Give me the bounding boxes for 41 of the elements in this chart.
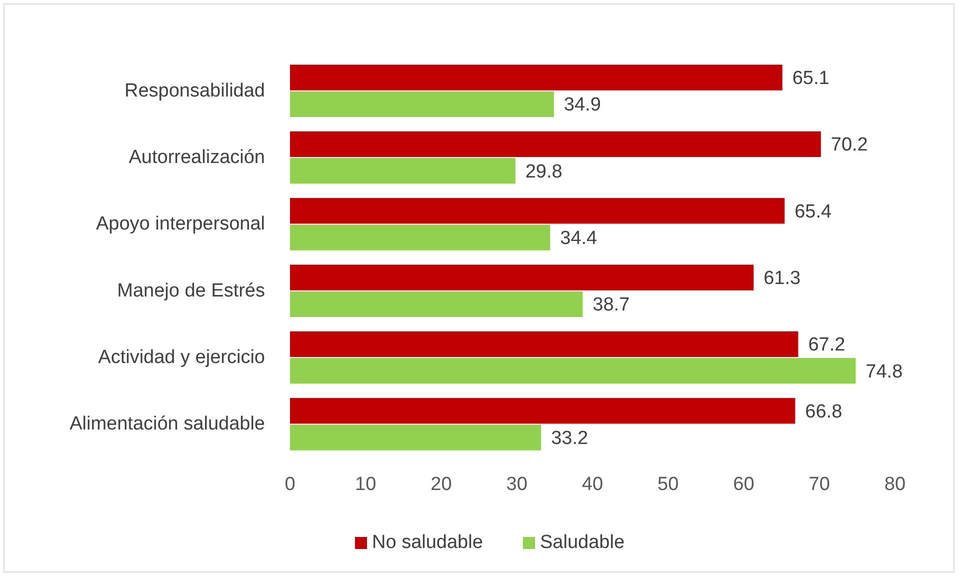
x-tick-label: 70 <box>808 474 830 495</box>
data-label: 61.3 <box>764 268 801 290</box>
data-label: 67.2 <box>808 334 846 356</box>
bar <box>290 91 554 117</box>
bar <box>290 291 583 317</box>
bar <box>290 331 798 357</box>
x-tick-label: 40 <box>582 474 604 495</box>
bar <box>290 424 542 450</box>
x-tick-label: 10 <box>355 474 376 495</box>
y-tick-label: Responsabilidad <box>124 80 265 102</box>
data-label: 33.2 <box>551 428 588 450</box>
data-label: 34.9 <box>564 94 601 116</box>
data-label: 70.2 <box>830 134 868 156</box>
y-tick-label: Alimentación saludable <box>70 414 265 435</box>
bar <box>290 358 856 384</box>
y-tick-label: Apoyo interpersonal <box>96 214 265 235</box>
bar <box>290 64 782 90</box>
data-label: 65.1 <box>792 68 830 90</box>
x-tick-label: 50 <box>658 474 679 495</box>
bar <box>290 158 516 184</box>
bar <box>290 398 796 424</box>
bar <box>290 131 821 157</box>
x-tick-label: 0 <box>284 474 296 495</box>
x-tick-label: 60 <box>733 474 754 495</box>
data-label: 74.8 <box>866 361 903 382</box>
x-tick-label: 30 <box>506 474 528 495</box>
legend-label: No saludable <box>372 532 483 554</box>
legend-label: Saludable <box>540 532 625 554</box>
y-tick-label: Manejo de Estrés <box>117 280 265 302</box>
y-tick-label: Autorrealización <box>128 147 265 168</box>
bar <box>290 264 754 290</box>
x-tick-label: 80 <box>884 474 906 495</box>
data-label: 66.8 <box>805 401 842 422</box>
data-label: 29.8 <box>525 161 562 182</box>
bar <box>290 198 785 224</box>
data-label: 65.4 <box>794 201 832 222</box>
x-tick-label: 20 <box>430 474 452 495</box>
bar <box>290 224 550 250</box>
data-label: 34.4 <box>560 228 598 250</box>
data-label: 38.7 <box>592 294 630 316</box>
y-tick-label: Actividad y ejercicio <box>98 347 265 368</box>
